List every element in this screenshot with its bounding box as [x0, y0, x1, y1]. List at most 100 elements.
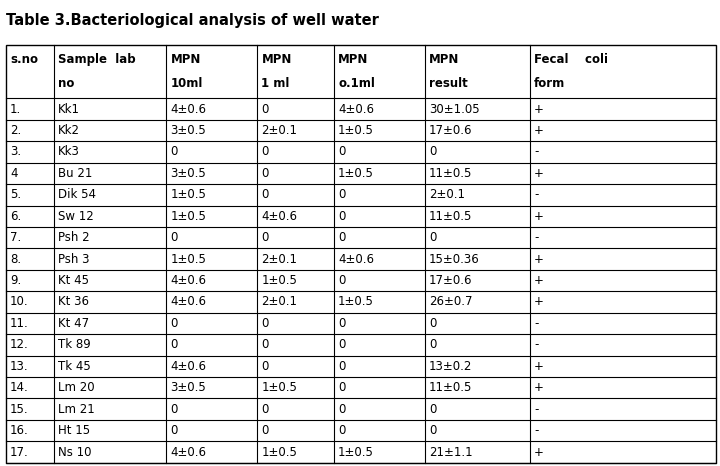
- Text: 1 ml: 1 ml: [261, 77, 289, 90]
- Text: 1±0.5: 1±0.5: [338, 167, 374, 180]
- Text: 7.: 7.: [10, 231, 22, 244]
- Text: 0: 0: [429, 231, 436, 244]
- Text: +: +: [534, 103, 544, 116]
- Text: 0: 0: [261, 103, 269, 116]
- Text: 17±0.6: 17±0.6: [429, 124, 472, 137]
- Text: 13.: 13.: [10, 360, 29, 373]
- Text: 0: 0: [261, 360, 269, 373]
- Text: 1±0.5: 1±0.5: [171, 253, 207, 266]
- Text: Table 3.Bacteriological analysis of well water: Table 3.Bacteriological analysis of well…: [6, 13, 379, 28]
- Text: 3±0.5: 3±0.5: [171, 124, 206, 137]
- Text: 4±0.6: 4±0.6: [171, 274, 207, 287]
- Text: Fecal    coli: Fecal coli: [534, 53, 608, 66]
- Text: Kk3: Kk3: [58, 145, 80, 158]
- Text: -: -: [534, 424, 539, 437]
- Text: 11±0.5: 11±0.5: [429, 167, 472, 180]
- Text: Lm 20: Lm 20: [58, 381, 95, 394]
- Text: 0: 0: [338, 317, 346, 330]
- Text: 0: 0: [338, 145, 346, 158]
- Text: Sw 12: Sw 12: [58, 210, 94, 223]
- Text: 1±0.5: 1±0.5: [171, 210, 207, 223]
- Text: Tk 45: Tk 45: [58, 360, 91, 373]
- Text: -: -: [534, 338, 539, 351]
- Text: 12.: 12.: [10, 338, 29, 351]
- Text: 0: 0: [261, 231, 269, 244]
- Text: +: +: [534, 295, 544, 308]
- Text: +: +: [534, 253, 544, 266]
- Text: 3.: 3.: [10, 145, 21, 158]
- Text: 2±0.1: 2±0.1: [261, 295, 297, 308]
- Text: Kk2: Kk2: [58, 124, 81, 137]
- Text: 0: 0: [171, 317, 178, 330]
- Text: 2.: 2.: [10, 124, 22, 137]
- Text: MPN: MPN: [261, 53, 292, 66]
- Text: 2±0.1: 2±0.1: [429, 188, 465, 201]
- Text: -: -: [534, 317, 539, 330]
- Text: +: +: [534, 210, 544, 223]
- Text: 1±0.5: 1±0.5: [261, 274, 297, 287]
- Text: Lm 21: Lm 21: [58, 403, 95, 416]
- Text: 1±0.5: 1±0.5: [171, 188, 207, 201]
- Text: +: +: [534, 381, 544, 394]
- Text: 11±0.5: 11±0.5: [429, 210, 472, 223]
- Text: 10ml: 10ml: [171, 77, 203, 90]
- Text: 0: 0: [338, 360, 346, 373]
- Text: 0: 0: [338, 188, 346, 201]
- Text: Psh 2: Psh 2: [58, 231, 90, 244]
- Text: 17±0.6: 17±0.6: [429, 274, 472, 287]
- Text: MPN: MPN: [171, 53, 201, 66]
- Text: 4±0.6: 4±0.6: [338, 253, 374, 266]
- Text: 4±0.6: 4±0.6: [338, 103, 374, 116]
- Text: 3±0.5: 3±0.5: [171, 381, 206, 394]
- Text: Kt 47: Kt 47: [58, 317, 89, 330]
- Text: 3±0.5: 3±0.5: [171, 167, 206, 180]
- Text: 4±0.6: 4±0.6: [171, 445, 207, 459]
- Text: 0: 0: [338, 338, 346, 351]
- Text: Ht 15: Ht 15: [58, 424, 91, 437]
- Text: Sample  lab: Sample lab: [58, 53, 136, 66]
- Text: 9.: 9.: [10, 274, 22, 287]
- Text: 4: 4: [10, 167, 17, 180]
- Text: 11.: 11.: [10, 317, 29, 330]
- Text: +: +: [534, 445, 544, 459]
- Text: 10.: 10.: [10, 295, 29, 308]
- Text: +: +: [534, 124, 544, 137]
- Text: 15.: 15.: [10, 403, 29, 416]
- Text: 4±0.6: 4±0.6: [171, 360, 207, 373]
- Text: 2±0.1: 2±0.1: [261, 124, 297, 137]
- Text: -: -: [534, 145, 539, 158]
- Text: 1±0.5: 1±0.5: [261, 381, 297, 394]
- Text: 0: 0: [429, 424, 436, 437]
- Text: Ns 10: Ns 10: [58, 445, 92, 459]
- Text: result: result: [429, 77, 468, 90]
- Text: Dik 54: Dik 54: [58, 188, 96, 201]
- Text: 0: 0: [429, 317, 436, 330]
- Text: 0: 0: [171, 403, 178, 416]
- Text: -: -: [534, 231, 539, 244]
- Text: 0: 0: [338, 424, 346, 437]
- Text: 0: 0: [338, 274, 346, 287]
- Text: 0: 0: [261, 188, 269, 201]
- Text: 1.: 1.: [10, 103, 22, 116]
- Text: 0: 0: [171, 338, 178, 351]
- Text: 0: 0: [429, 338, 436, 351]
- Text: Bu 21: Bu 21: [58, 167, 93, 180]
- Text: Kk1: Kk1: [58, 103, 81, 116]
- Text: MPN: MPN: [338, 53, 369, 66]
- Text: 6.: 6.: [10, 210, 22, 223]
- Text: 0: 0: [261, 145, 269, 158]
- Text: 14.: 14.: [10, 381, 29, 394]
- Text: 11±0.5: 11±0.5: [429, 381, 472, 394]
- Text: o.1ml: o.1ml: [338, 77, 375, 90]
- Text: MPN: MPN: [429, 53, 459, 66]
- Text: 1±0.5: 1±0.5: [261, 445, 297, 459]
- Text: 0: 0: [171, 231, 178, 244]
- Text: 1±0.5: 1±0.5: [338, 295, 374, 308]
- Text: s.no: s.no: [10, 53, 38, 66]
- Text: 1±0.5: 1±0.5: [338, 124, 374, 137]
- Text: 26±0.7: 26±0.7: [429, 295, 472, 308]
- Text: 0: 0: [261, 317, 269, 330]
- Text: 0: 0: [261, 167, 269, 180]
- Text: -: -: [534, 403, 539, 416]
- Text: 0: 0: [338, 210, 346, 223]
